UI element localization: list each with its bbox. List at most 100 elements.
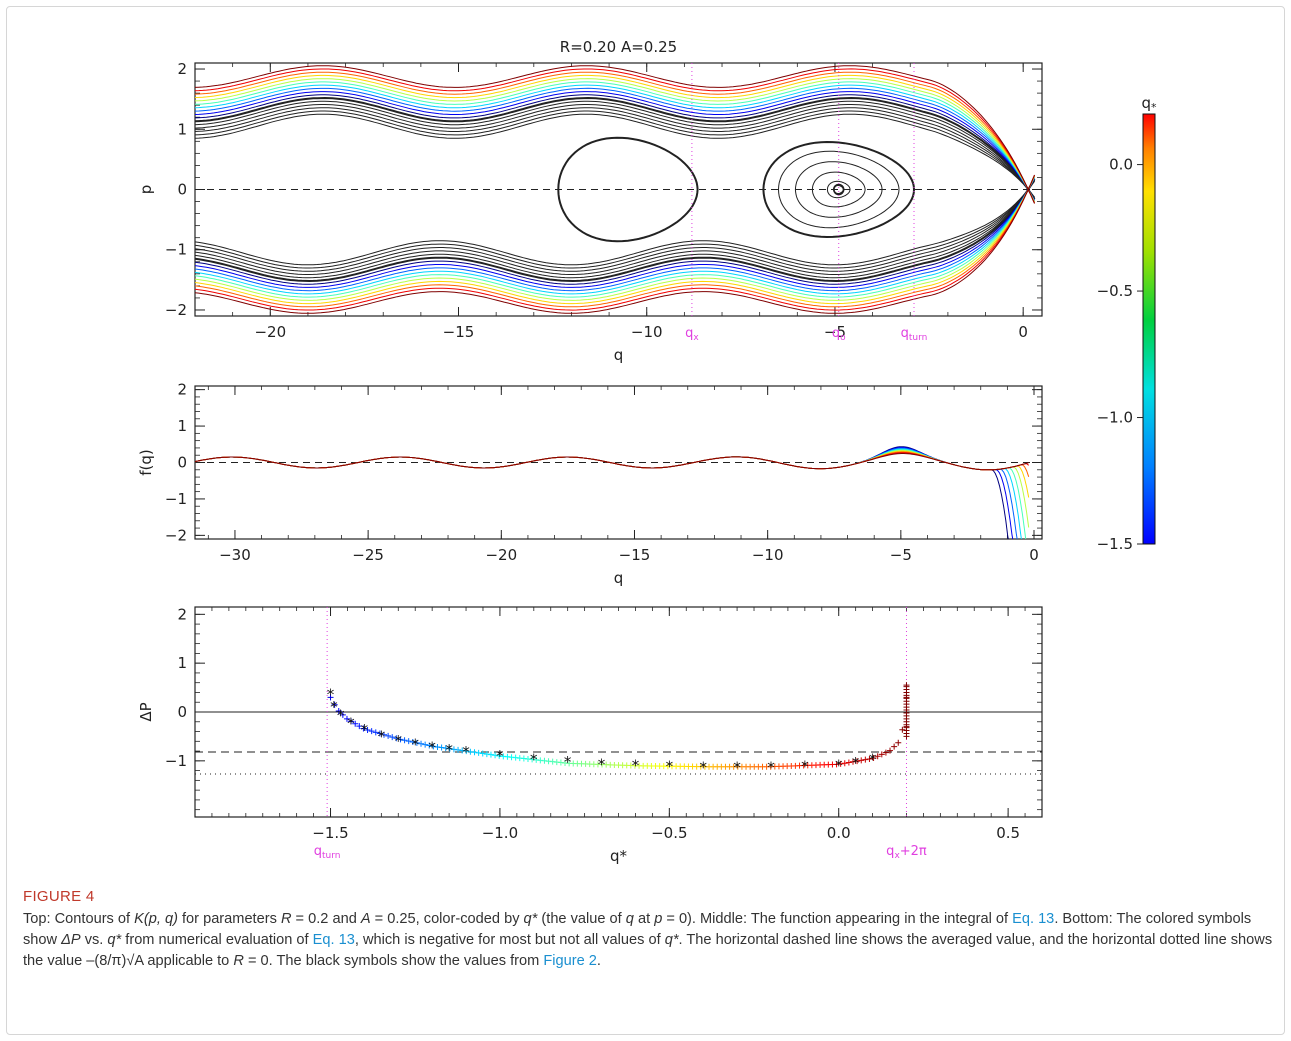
plus-symbol — [845, 759, 852, 766]
plus-symbol — [393, 735, 400, 742]
plus-symbol — [479, 750, 486, 757]
plus-symbol — [849, 758, 856, 765]
separatrix-island-right — [762, 140, 916, 239]
plus-symbol — [895, 739, 902, 746]
colorbar-tick-label: 0.0 — [1109, 156, 1133, 174]
closed-orbit — [826, 180, 851, 199]
y-axis-label: f(q) — [137, 449, 155, 476]
vline-label: qx — [685, 326, 699, 343]
x-tick-label: −0.5 — [651, 824, 687, 842]
plus-symbol — [442, 745, 449, 752]
star-symbol: * — [378, 727, 386, 745]
curves — [195, 446, 1042, 539]
contour-line — [195, 94, 1035, 201]
fq-curve — [195, 451, 1030, 477]
contour-line — [195, 181, 1035, 266]
plus-symbol — [492, 752, 499, 759]
closed-orbit — [811, 171, 866, 208]
plus-symbol — [467, 748, 474, 755]
plus-symbol — [862, 756, 869, 763]
contour-line — [195, 178, 1035, 285]
contour-line — [195, 81, 1035, 202]
star-symbol: * — [496, 747, 504, 765]
plus-symbol — [422, 741, 429, 748]
star-symbol: * — [733, 759, 741, 777]
plus-symbol — [866, 755, 873, 762]
plus-symbol — [891, 743, 898, 750]
fq-curve — [195, 450, 1030, 498]
fq-curve — [195, 453, 1029, 471]
x-tick-label: −15 — [619, 546, 651, 564]
star-symbol: * — [445, 741, 453, 759]
contour-line — [195, 113, 1035, 198]
plus-symbol — [331, 701, 338, 708]
contour-line — [195, 180, 1035, 269]
star-symbol: * — [462, 743, 470, 761]
colorbar-tick-label: −1.0 — [1097, 409, 1133, 427]
star-symbol: * — [411, 735, 419, 753]
eq13-link-2[interactable]: Eq. 13 — [312, 932, 355, 948]
y-axis-label: p — [137, 185, 155, 195]
contours — [195, 65, 1042, 314]
star-symbol: * — [361, 721, 369, 739]
y-tick-label: −1 — [165, 490, 187, 508]
plus-symbol — [887, 747, 894, 754]
plus-symbol — [903, 694, 910, 701]
star-symbol: * — [801, 758, 809, 776]
contour-line — [195, 174, 1035, 314]
contour-line — [195, 179, 1035, 279]
plus-symbol — [409, 739, 416, 745]
star-symbol: * — [530, 750, 538, 768]
x-tick-label: 0.5 — [996, 824, 1020, 842]
contour-line — [195, 68, 1035, 204]
star-symbol: * — [347, 715, 355, 733]
plus-symbol — [376, 730, 383, 737]
plus-symbol — [348, 718, 355, 725]
colorbar-tick-label: −0.5 — [1097, 282, 1133, 300]
contour-line — [195, 175, 1035, 311]
plus-symbol — [903, 682, 910, 689]
contour-line — [195, 84, 1035, 202]
contour-line — [195, 96, 1036, 200]
eq13-link-1[interactable]: Eq. 13 — [1012, 911, 1055, 927]
chart-title: R=0.20 A=0.25 — [560, 38, 677, 56]
contour-line — [195, 175, 1035, 305]
plus-symbol — [837, 760, 844, 767]
x-tick-label: −10 — [631, 323, 663, 341]
plus-symbol — [401, 737, 408, 744]
fq-curve — [195, 446, 1009, 539]
star-symbol: * — [666, 758, 674, 776]
contour-line — [195, 91, 1035, 201]
plus-symbol — [352, 720, 359, 727]
closed-orbit — [794, 161, 883, 218]
y-tick-label: 0 — [177, 454, 187, 472]
x-tick-label: 0 — [1029, 546, 1039, 564]
star-symbol: * — [428, 739, 436, 757]
star-symbol: * — [767, 759, 775, 777]
x-tick-label: −20 — [485, 546, 517, 564]
x-axis-label: q* — [610, 847, 628, 865]
contour-line — [195, 177, 1035, 292]
plus-symbol — [483, 751, 490, 758]
plus-symbol — [841, 760, 848, 767]
contour-line — [195, 179, 1035, 275]
figure2-link[interactable]: Figure 2 — [543, 953, 597, 969]
y-tick-label: −1 — [165, 752, 187, 770]
plus-symbol — [434, 743, 441, 750]
contour-line — [195, 104, 1035, 199]
y-tick-label: 2 — [177, 605, 187, 623]
contour-line — [195, 87, 1035, 201]
star-symbol: * — [852, 754, 860, 772]
plus-symbol — [438, 744, 445, 751]
plus-symbol — [327, 694, 334, 701]
plus-symbol — [335, 707, 342, 714]
plus-symbol — [356, 723, 363, 730]
contour-line — [195, 107, 1035, 199]
x-tick-label: −25 — [352, 546, 384, 564]
star-symbol: * — [835, 756, 843, 774]
plus-symbol — [870, 754, 877, 761]
